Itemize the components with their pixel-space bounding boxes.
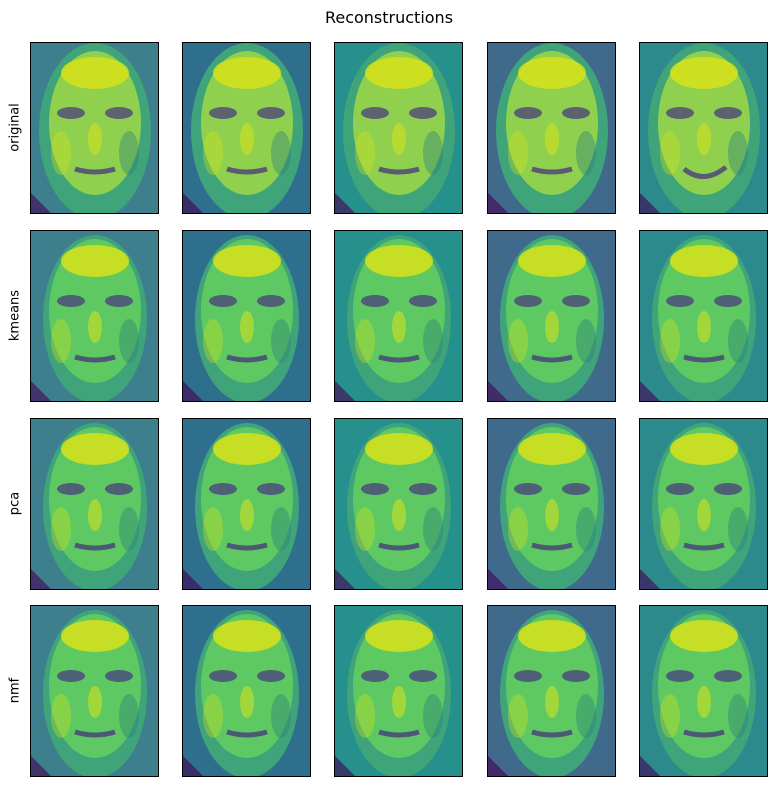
face-panel-original-3	[334, 42, 463, 214]
face-panel-original-2	[182, 42, 311, 214]
face-panel-nmf-3	[334, 605, 463, 777]
face-panel-kmeans-2	[182, 230, 311, 402]
face-panel-nmf-2	[182, 605, 311, 777]
face-panel-pca-4	[487, 418, 616, 590]
face-panel-kmeans-5	[639, 230, 768, 402]
row-label-nmf: nmf	[7, 677, 23, 704]
face-panel-kmeans-1	[30, 230, 159, 402]
row-label-original: original	[7, 103, 23, 152]
figure-title: Reconstructions	[324, 8, 454, 27]
face-panel-original-1	[30, 42, 159, 214]
face-panel-pca-3	[334, 418, 463, 590]
face-panel-kmeans-3	[334, 230, 463, 402]
row-label-kmeans: kmeans	[7, 289, 23, 342]
face-panel-original-5	[639, 42, 768, 214]
face-panel-pca-1	[30, 418, 159, 590]
face-panel-original-4	[487, 42, 616, 214]
face-panel-kmeans-4	[487, 230, 616, 402]
face-panel-pca-5	[639, 418, 768, 590]
face-panel-nmf-5	[639, 605, 768, 777]
face-panel-nmf-4	[487, 605, 616, 777]
face-panel-nmf-1	[30, 605, 159, 777]
face-panel-pca-2	[182, 418, 311, 590]
row-label-pca: pca	[7, 491, 23, 516]
